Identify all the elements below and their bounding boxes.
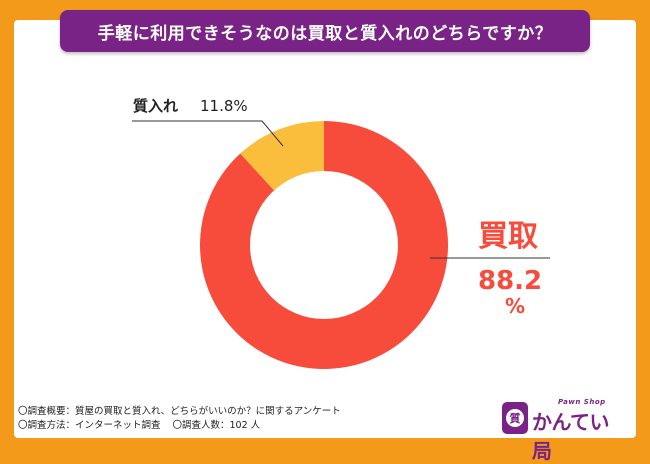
slice-value-shichiire: 11.8% (200, 97, 248, 115)
footnote-survey-count: 〇調査人数：102 人 (172, 420, 261, 431)
slice-label-kaitori: 買取 (478, 219, 538, 254)
logo-subtitle: Pawn Shop (558, 398, 606, 406)
slice-unit-kaitori: % (505, 294, 525, 318)
slice-value-kaitori: 88.2 (478, 266, 542, 296)
donut-hole (250, 171, 398, 319)
logo-badge: 質 (502, 402, 528, 434)
kanteikyoku-logo: 質 Pawn Shop かんてい局 (498, 396, 628, 463)
survey-footnotes: 〇調査概要：質屋の買取と質入れ、どちらがいいのか？に関するアンケート 〇調査方法… (18, 405, 341, 433)
leader-line-shichiire (132, 120, 284, 147)
chart-title: 手軽に利用できそうなのは買取と質入れのどちらですか？ (60, 10, 590, 52)
logo-name: かんてい局 (532, 410, 610, 463)
slice-label-shichiire: 質入れ (133, 97, 178, 115)
donut-chart: 質入れ 11.8% 買取 88.2 % (132, 97, 550, 369)
footnote-survey-method: 〇調査方法：インターネット調査 (18, 420, 161, 431)
footnote-survey-summary: 〇調査概要：質屋の買取と質入れ、どちらがいいのか？に関するアンケート (18, 406, 341, 417)
